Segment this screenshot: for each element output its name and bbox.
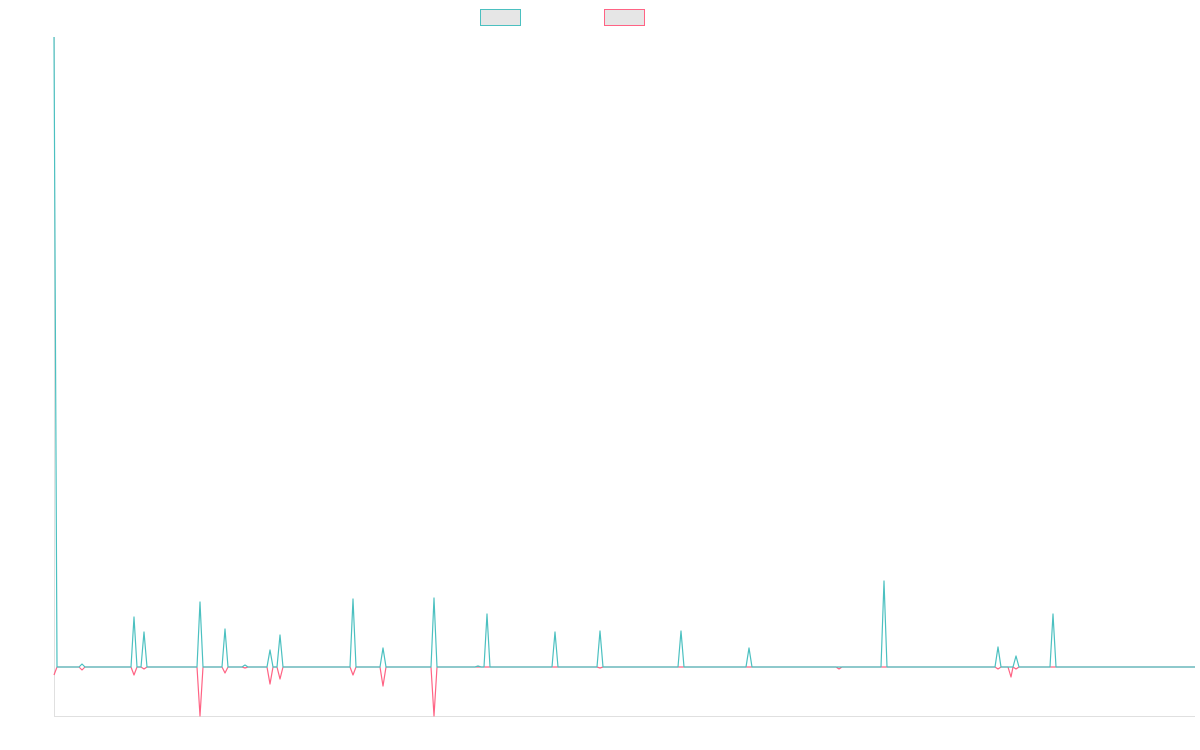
legend-swatch — [480, 9, 521, 26]
series-line — [53, 36, 1195, 668]
series-line — [53, 666, 1195, 717]
legend-swatch — [604, 9, 645, 26]
